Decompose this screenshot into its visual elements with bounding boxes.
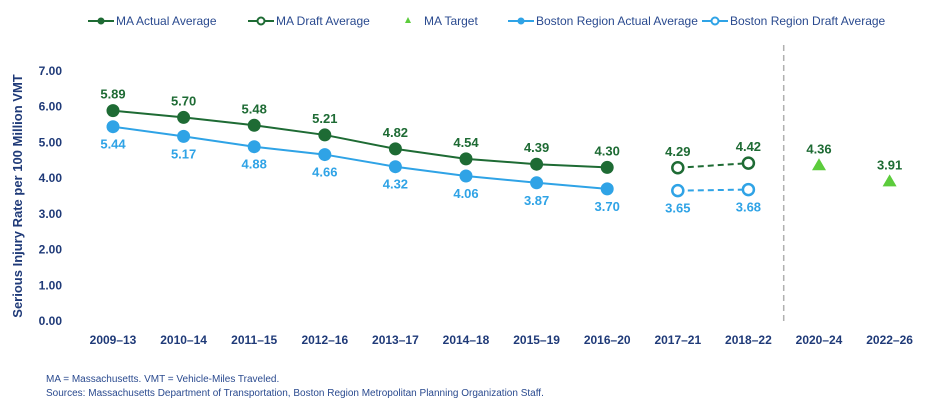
data-point	[247, 118, 261, 132]
data-point	[388, 160, 402, 174]
data-label: 4.66	[312, 165, 337, 180]
data-point	[106, 104, 120, 118]
data-label: 3.87	[524, 193, 549, 208]
data-label: 5.17	[171, 146, 196, 161]
data-point	[388, 142, 402, 156]
data-label: 4.88	[242, 157, 267, 172]
data-label: 4.42	[736, 139, 761, 154]
series-line	[112, 109, 608, 169]
data-label: 3.91	[877, 157, 902, 172]
x-tick-label: 2011–15	[231, 333, 277, 347]
data-point	[671, 161, 685, 175]
data-point	[600, 182, 614, 196]
series-line	[112, 125, 608, 190]
data-label: 5.44	[100, 137, 126, 152]
x-tick-label: 2018–22	[725, 333, 772, 347]
data-label: 3.70	[595, 199, 620, 214]
y-tick-label: 1.00	[39, 278, 63, 292]
data-label: 4.39	[524, 140, 549, 155]
data-point	[459, 169, 473, 183]
data-point	[318, 148, 332, 162]
y-tick-label: 5.00	[39, 135, 63, 149]
legend-label: MA Draft Average	[276, 14, 370, 28]
legend-label: Boston Region Draft Average	[730, 14, 886, 28]
x-axis: 2009–13 2010–14 2011–15 2012–16 2013–17 2014–…	[90, 333, 914, 347]
legend-marker	[517, 17, 525, 25]
data-label: 4.30	[595, 143, 620, 158]
data-point	[671, 183, 685, 198]
x-tick-label: 2009–13	[90, 333, 137, 347]
y-tick-label: 6.00	[39, 100, 63, 114]
legend-label: Boston Region Actual Average	[536, 14, 698, 28]
series-line	[677, 162, 749, 169]
data-point	[600, 160, 614, 174]
data-point	[741, 156, 756, 170]
x-tick-label: 2013–17	[372, 333, 419, 347]
x-tick-label: 2012–16	[301, 333, 348, 347]
data-label: 5.89	[100, 87, 125, 102]
x-tick-label: 2020–24	[796, 333, 843, 347]
legend-label: MA Target	[424, 14, 478, 28]
data-point	[530, 157, 544, 171]
footnote-abbreviations: MA = Massachusetts. VMT = Vehicle-Miles …	[46, 374, 279, 385]
legend: MA Actual Average MA Draft Average MA Targ…	[88, 14, 886, 28]
legend-marker	[710, 16, 720, 26]
y-axis-label: Serious Injury Rate per 100 Million VMT	[10, 74, 25, 318]
data-label: 3.65	[665, 201, 690, 216]
data-point	[741, 182, 756, 197]
data-label: 5.21	[312, 111, 337, 126]
data-point	[177, 129, 191, 143]
data-point	[177, 110, 191, 124]
y-tick-label: 4.00	[39, 171, 63, 185]
series-line	[677, 188, 749, 192]
data-label: 4.32	[383, 177, 408, 192]
data-label: 4.06	[453, 186, 478, 201]
data-label: 4.54	[453, 135, 479, 150]
x-tick-label: 2022–26	[866, 333, 913, 347]
legend-marker	[405, 17, 411, 23]
legend-marker	[256, 16, 266, 26]
x-tick-label: 2016–20	[584, 333, 631, 347]
data-label: 5.70	[171, 93, 196, 108]
data-point	[812, 158, 826, 171]
x-tick-label: 2017–21	[654, 333, 701, 347]
y-tick-label: 2.00	[39, 243, 63, 257]
data-point	[247, 140, 261, 154]
y-tick-label: 0.00	[39, 314, 63, 328]
x-tick-label: 2014–18	[443, 333, 490, 347]
y-tick-label: 7.00	[39, 64, 63, 78]
data-point	[106, 120, 120, 134]
data-label: 3.68	[736, 200, 761, 215]
legend-label: MA Actual Average	[116, 14, 217, 28]
data-label: 5.48	[242, 101, 267, 116]
data-point	[530, 176, 544, 190]
x-tick-label: 2015–19	[513, 333, 560, 347]
footnote-sources: Sources: Massachusetts Department of Tra…	[46, 388, 544, 399]
y-axis: 0.00 1.00 2.00 3.00 4.00 5.00 6.00 7.00	[39, 64, 63, 328]
data-point	[318, 128, 332, 142]
data-label: 4.36	[806, 141, 831, 156]
y-tick-label: 3.00	[39, 207, 63, 221]
data-label: 4.82	[383, 125, 408, 140]
plot-area: 5.89 5.70 5.48 5.21 4.82 4.54 4.39 4.30 4.29 4.42…	[100, 45, 902, 325]
data-point	[459, 152, 473, 166]
x-tick-label: 2010–14	[160, 333, 207, 347]
data-point	[882, 174, 897, 187]
data-label: 4.29	[665, 144, 690, 159]
legend-marker	[97, 17, 105, 25]
